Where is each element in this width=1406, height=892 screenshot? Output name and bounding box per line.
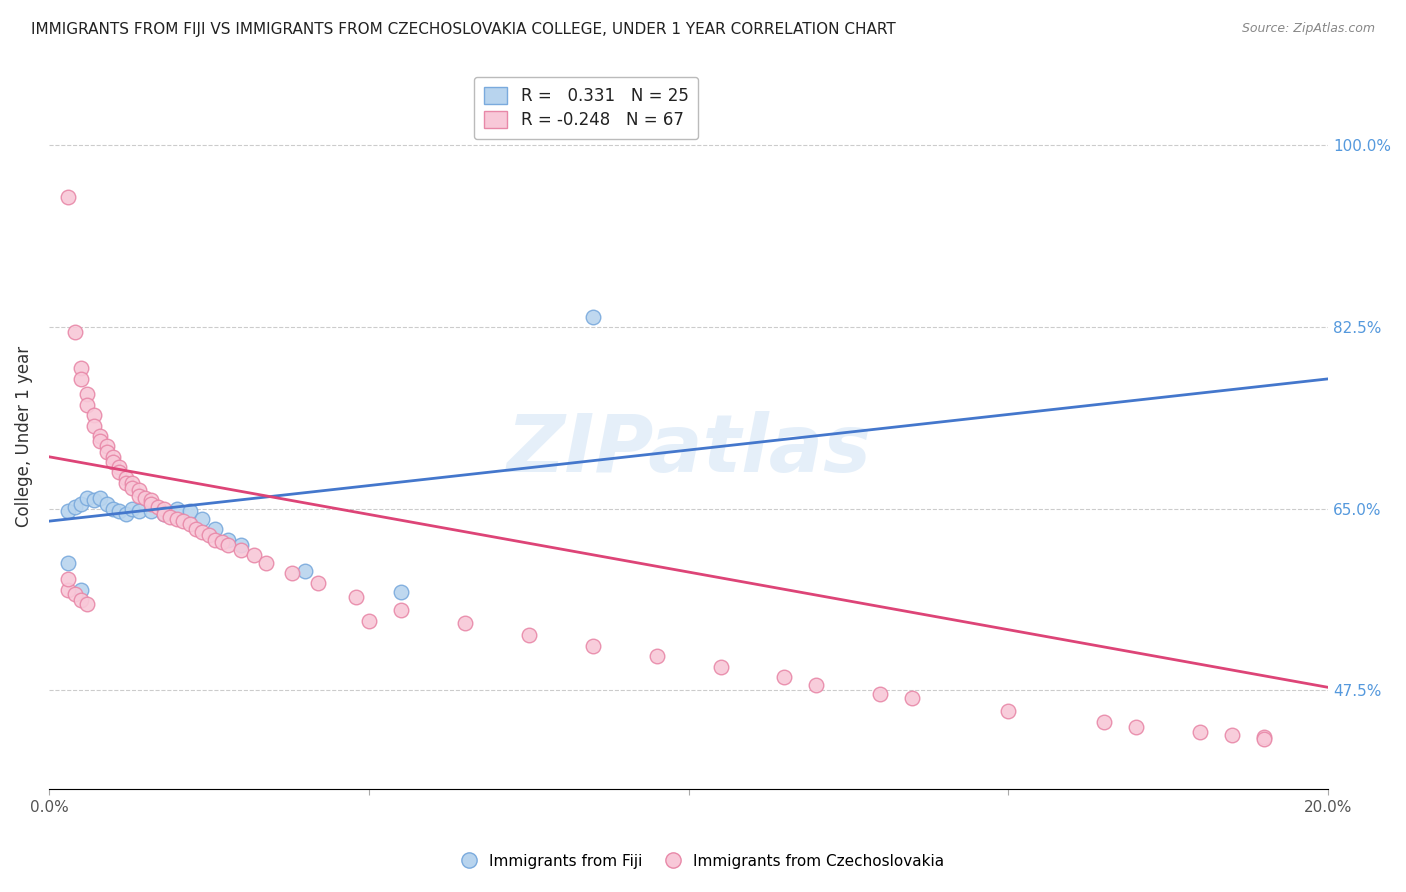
Point (581, 639, 603, 653)
Point (294, 564, 316, 578)
Point (191, 512, 214, 526)
Point (96, 439, 118, 453)
Point (1253, 730, 1275, 744)
Point (141, 496, 163, 510)
Point (83, 418, 105, 433)
Point (114, 470, 136, 484)
Point (389, 584, 412, 599)
Point (56, 582, 79, 597)
Point (166, 501, 188, 516)
Point (63, 325, 86, 339)
Point (204, 523, 226, 537)
Point (517, 628, 540, 642)
Point (242, 549, 264, 563)
Point (89, 491, 111, 506)
Point (101, 450, 124, 464)
Point (806, 678, 828, 692)
Point (1189, 725, 1212, 739)
Point (70, 582, 93, 597)
Point (198, 527, 221, 541)
Point (211, 535, 233, 549)
Point (56, 504, 79, 518)
Point (76, 491, 98, 506)
Point (141, 504, 163, 518)
Point (70, 593, 93, 607)
Point (146, 500, 169, 514)
Point (645, 649, 668, 664)
Point (63, 587, 86, 601)
Point (1125, 720, 1147, 734)
Point (184, 523, 207, 537)
Point (70, 496, 93, 510)
Point (159, 510, 181, 524)
Point (128, 483, 150, 497)
Point (153, 507, 176, 521)
Point (1253, 732, 1275, 747)
Point (901, 690, 924, 705)
Point (76, 387, 98, 401)
Point (101, 455, 124, 469)
Point (114, 475, 136, 490)
Point (1220, 728, 1243, 742)
Text: ZIPatlas: ZIPatlas (506, 411, 872, 489)
Point (121, 501, 143, 516)
Point (229, 543, 252, 558)
Text: Source: ZipAtlas.com: Source: ZipAtlas.com (1241, 22, 1375, 36)
Point (204, 533, 226, 547)
Point (773, 670, 796, 684)
Legend: Immigrants from Fiji, Immigrants from Czechoslovakia: Immigrants from Fiji, Immigrants from Cz… (456, 848, 950, 875)
Point (56, 190, 79, 204)
Y-axis label: College, Under 1 year: College, Under 1 year (15, 345, 32, 526)
Point (108, 466, 131, 480)
Point (76, 597, 98, 611)
Point (101, 501, 124, 516)
Point (76, 398, 98, 412)
Point (83, 408, 105, 422)
Point (217, 538, 239, 552)
Point (96, 496, 118, 510)
Point (281, 566, 304, 580)
Point (83, 493, 105, 508)
Point (63, 500, 86, 514)
Point (70, 372, 93, 386)
Point (454, 615, 477, 630)
Point (89, 434, 111, 449)
Point (709, 659, 731, 673)
Point (108, 504, 131, 518)
Point (128, 504, 150, 518)
Point (108, 460, 131, 475)
Point (581, 310, 603, 324)
Point (344, 590, 367, 604)
Point (179, 504, 201, 518)
Point (153, 507, 176, 521)
Point (153, 501, 176, 516)
Point (389, 603, 412, 617)
Point (229, 538, 252, 552)
Point (1092, 714, 1115, 729)
Point (141, 493, 163, 508)
Point (179, 517, 201, 532)
Point (128, 489, 150, 503)
Point (134, 491, 156, 506)
Point (191, 524, 214, 539)
Point (121, 481, 143, 495)
Point (307, 576, 329, 591)
Point (56, 572, 79, 586)
Point (89, 429, 111, 443)
Point (357, 614, 380, 628)
Point (217, 533, 239, 547)
Text: IMMIGRANTS FROM FIJI VS IMMIGRANTS FROM CZECHOSLOVAKIA COLLEGE, UNDER 1 YEAR COR: IMMIGRANTS FROM FIJI VS IMMIGRANTS FROM … (31, 22, 896, 37)
Point (254, 556, 277, 570)
Point (997, 704, 1019, 718)
Legend: R =   0.331   N = 25, R = -0.248   N = 67: R = 0.331 N = 25, R = -0.248 N = 67 (474, 77, 699, 139)
Point (70, 361, 93, 376)
Point (121, 475, 143, 490)
Point (96, 444, 118, 458)
Point (114, 507, 136, 521)
Point (172, 514, 194, 528)
Point (869, 687, 891, 701)
Point (166, 512, 188, 526)
Point (56, 556, 79, 570)
